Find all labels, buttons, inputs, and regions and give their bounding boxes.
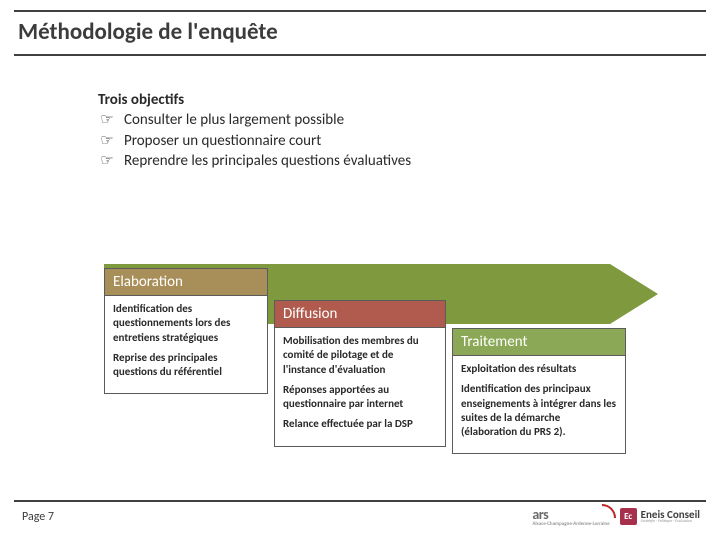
stage-body: Exploitation des résultats Identificatio… xyxy=(453,356,625,453)
stage-header: Traitement xyxy=(453,329,625,356)
stage-traitement: Traitement Exploitation des résultats Id… xyxy=(452,328,626,454)
intro-bullet-text: Consulter le plus largement possible xyxy=(124,110,344,130)
ars-curve-icon xyxy=(602,504,616,518)
intro-heading: Trois objectifs xyxy=(98,90,720,110)
intro-block: Trois objectifs ☞ Consulter le plus larg… xyxy=(98,90,720,171)
stage-body-item: Mobilisation des membres du comité de pi… xyxy=(283,334,437,377)
stage-body-item: Exploitation des résultats xyxy=(461,362,617,376)
footer-rule xyxy=(14,500,706,502)
stage-body-item: Identification des principaux enseigneme… xyxy=(461,382,617,439)
pointing-hand-icon: ☞ xyxy=(98,110,116,130)
eneis-tagline: Stratégie · Politique · Évaluation xyxy=(641,520,700,524)
stage-body: Identification des questionnements lors … xyxy=(105,296,267,393)
stage-header: Elaboration xyxy=(105,269,267,296)
title-underline xyxy=(14,54,706,56)
intro-bullet: ☞ Reprendre les principales questions év… xyxy=(98,151,720,171)
intro-bullet-text: Proposer un questionnaire court xyxy=(124,131,321,151)
stage-elaboration: Elaboration Identification des questionn… xyxy=(104,268,268,394)
eneis-logo: Ec Eneis Conseil Stratégie · Politique ·… xyxy=(620,508,700,525)
stage-header: Diffusion xyxy=(275,301,445,328)
intro-bullet-text: Reprendre les principales questions éval… xyxy=(124,151,411,171)
stages-diagram: Elaboration Identification des questionn… xyxy=(104,256,664,466)
eneis-text: Eneis Conseil Stratégie · Politique · Év… xyxy=(641,509,700,524)
stage-body-item: Reprise des principales questions du réf… xyxy=(113,351,259,380)
pointing-hand-icon: ☞ xyxy=(98,131,116,151)
footer: Page 7 ars Alsace-Champagne-Ardenne-Lorr… xyxy=(0,500,720,550)
logo-area: ars Alsace-Champagne-Ardenne-Lorraine Ec… xyxy=(532,506,700,527)
pointing-hand-icon: ☞ xyxy=(98,151,116,171)
stage-body: Mobilisation des membres du comité de pi… xyxy=(275,328,445,446)
page-number: Page 7 xyxy=(22,510,54,524)
stage-body-item: Relance effectuée par la DSP xyxy=(283,417,437,431)
intro-bullet: ☞ Proposer un questionnaire court xyxy=(98,131,720,151)
page-title: Méthodologie de l'enquête xyxy=(0,12,720,54)
stage-body-item: Identification des questionnements lors … xyxy=(113,302,259,345)
stage-body-item: Réponses apportées au questionnaire par … xyxy=(283,383,437,412)
intro-bullet: ☞ Consulter le plus largement possible xyxy=(98,110,720,130)
stage-diffusion: Diffusion Mobilisation des membres du co… xyxy=(274,300,446,447)
eneis-badge-icon: Ec xyxy=(620,508,637,525)
ars-logo-sub: Alsace-Champagne-Ardenne-Lorraine xyxy=(532,521,609,527)
ars-logo: ars Alsace-Champagne-Ardenne-Lorraine xyxy=(532,506,609,527)
